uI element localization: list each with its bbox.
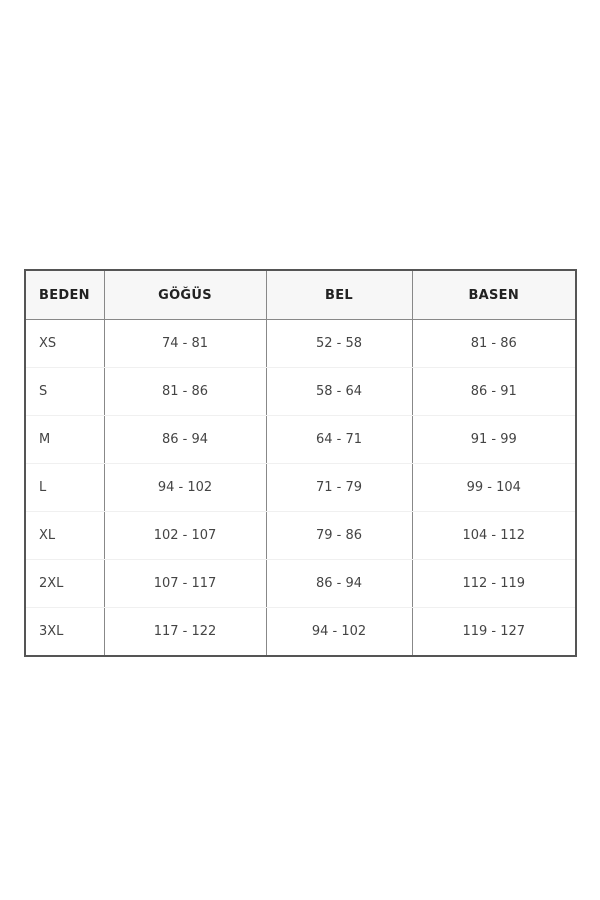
cell-size: S bbox=[25, 367, 105, 416]
cell-chest: 107 - 117 bbox=[104, 559, 267, 608]
size-chart-table: BEDEN GÖĞÜS BEL BASEN XS 74 - 81 52 - 58 81… bbox=[24, 269, 577, 657]
cell-waist: 64 - 71 bbox=[266, 415, 413, 464]
cell-size: L bbox=[25, 463, 105, 512]
cell-hip: 99 - 104 bbox=[412, 463, 576, 512]
header-bel: BEL bbox=[266, 270, 413, 320]
cell-hip: 91 - 99 bbox=[412, 415, 576, 464]
cell-size: 3XL bbox=[25, 607, 105, 656]
cell-chest: 102 - 107 bbox=[104, 511, 267, 560]
cell-hip: 81 - 86 bbox=[412, 319, 576, 368]
cell-size: M bbox=[25, 415, 105, 464]
cell-size: XL bbox=[25, 511, 105, 560]
cell-waist: 71 - 79 bbox=[266, 463, 413, 512]
cell-chest: 74 - 81 bbox=[104, 319, 267, 368]
cell-size: XS bbox=[25, 319, 105, 368]
cell-chest: 117 - 122 bbox=[104, 607, 267, 656]
table-row: XS 74 - 81 52 - 58 81 - 86 bbox=[25, 319, 576, 368]
table-row: 3XL 117 - 122 94 - 102 119 - 127 bbox=[25, 607, 576, 656]
table-row: 2XL 107 - 117 86 - 94 112 - 119 bbox=[25, 559, 576, 608]
header-gogus: GÖĞÜS bbox=[104, 270, 267, 320]
cell-hip: 112 - 119 bbox=[412, 559, 576, 608]
cell-hip: 104 - 112 bbox=[412, 511, 576, 560]
cell-waist: 58 - 64 bbox=[266, 367, 413, 416]
header-beden: BEDEN bbox=[25, 270, 105, 320]
cell-hip: 86 - 91 bbox=[412, 367, 576, 416]
table-row: XL 102 - 107 79 - 86 104 - 112 bbox=[25, 511, 576, 560]
cell-hip: 119 - 127 bbox=[462, 624, 526, 639]
cell-waist: 86 - 94 bbox=[266, 559, 413, 608]
cell-size: 2XL bbox=[25, 559, 105, 608]
cell-waist: 94 - 102 bbox=[266, 607, 413, 656]
table-row: M 86 - 94 64 - 71 91 - 99 bbox=[25, 415, 576, 464]
cell-chest: 86 - 94 bbox=[104, 415, 267, 464]
cell-chest: 94 - 102 bbox=[104, 463, 267, 512]
cell-waist: 52 - 58 bbox=[266, 319, 413, 368]
table-row: L 94 - 102 71 - 79 99 - 104 bbox=[25, 463, 576, 512]
cell-chest: 81 - 86 bbox=[104, 367, 267, 416]
table-row: S 81 - 86 58 - 64 86 - 91 bbox=[25, 367, 576, 416]
cell-waist: 79 - 86 bbox=[266, 511, 413, 560]
header-basen: BASEN bbox=[412, 270, 576, 320]
header-row: BEDEN GÖĞÜS BEL BASEN bbox=[25, 270, 576, 320]
